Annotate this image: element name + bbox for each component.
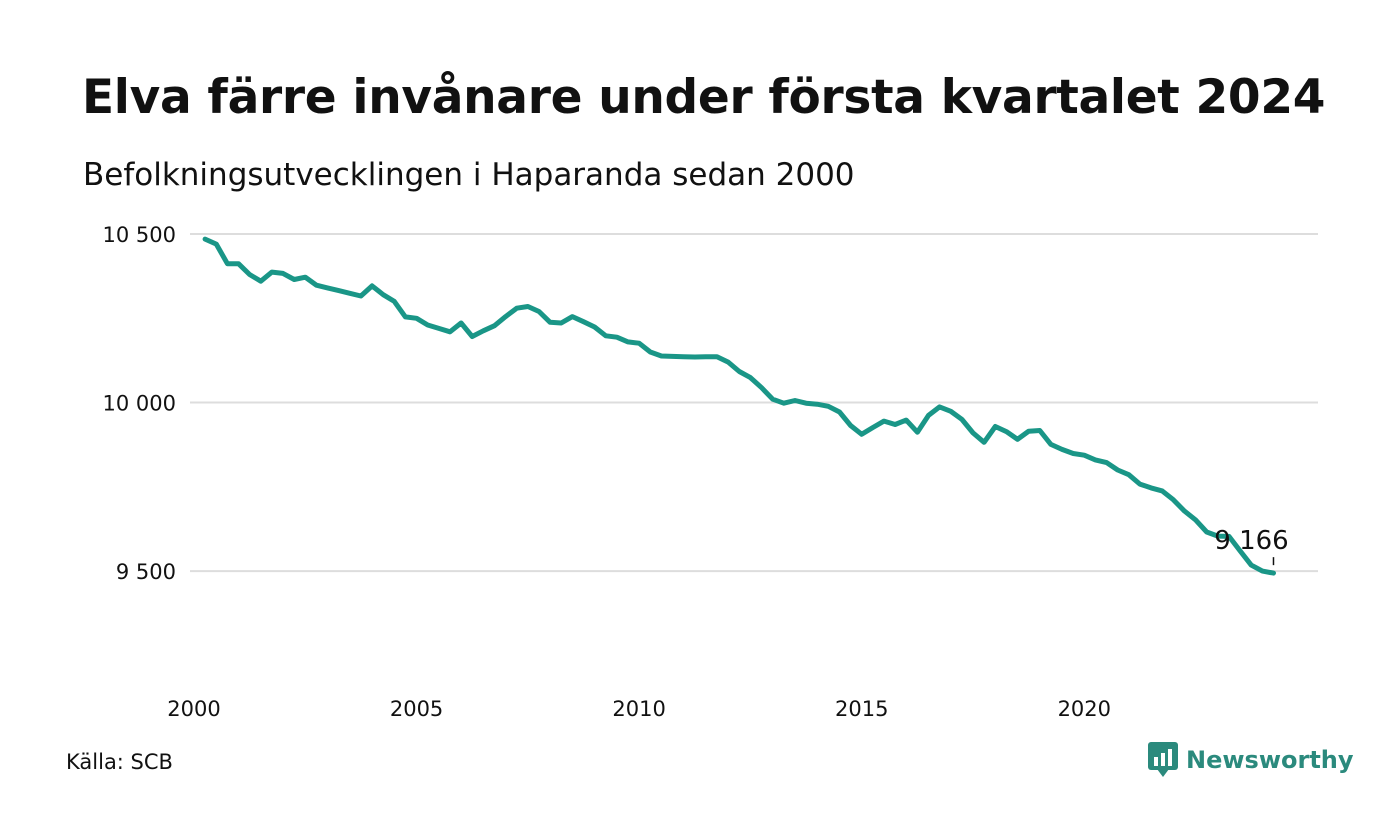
page-title: Elva färre invånare under första kvartal…: [82, 70, 1326, 125]
y-tick-label: 10 000: [103, 392, 176, 416]
x-tick-label: 2010: [612, 697, 665, 721]
x-tick-label: 2015: [835, 697, 888, 721]
series-line: [202, 236, 1276, 576]
x-tick-label: 2005: [390, 697, 443, 721]
source-note: Källa: SCB: [66, 750, 173, 774]
x-tick-label: 2020: [1058, 697, 1111, 721]
y-tick-label: 9 500: [116, 560, 176, 584]
brand-logo: Newsworthy: [1148, 742, 1354, 778]
page-subtitle: Befolkningsutvecklingen i Haparanda seda…: [83, 157, 855, 193]
y-tick-label: 10 500: [103, 223, 176, 247]
newsworthy-chart-bubble-icon: [1148, 742, 1178, 777]
last-value-label: 9 166: [1214, 526, 1288, 556]
x-tick-label: 2000: [167, 697, 220, 721]
brand-name: Newsworthy: [1186, 746, 1354, 774]
